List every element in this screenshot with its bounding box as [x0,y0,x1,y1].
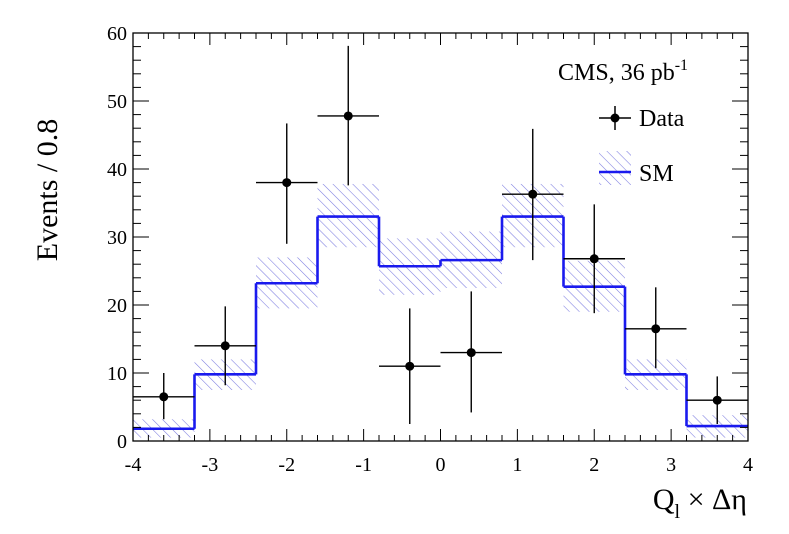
x-tick-label: -1 [355,454,372,476]
data-point-4 [405,361,415,371]
y-tick-labels: 0 10 20 30 40 50 60 [107,23,127,453]
plot-area [133,45,748,438]
x-tick-label: 0 [436,454,446,476]
data-point-5 [466,348,476,358]
x-tick-label: 1 [512,454,522,476]
x-tick-label: -4 [125,454,142,476]
data-point-1 [220,341,230,351]
legend-sm-hatch [599,151,631,185]
legend-data-label: Data [639,106,685,132]
data-point-3 [343,111,353,121]
data-point-6 [528,189,538,199]
data-point-9 [712,395,722,405]
legend-sm-label: SM [639,161,674,187]
data-point-0 [159,392,169,402]
data-point-2 [282,178,292,188]
data-points [133,45,748,424]
x-tick-label: 3 [666,454,676,476]
legend-entry-sm: SM [599,151,674,187]
y-tick-label: 60 [107,23,127,45]
axis-ticks [132,32,749,442]
legend: Data SM [599,106,685,187]
x-tick-label: 2 [589,454,599,476]
y-axis-label: Events / 0.8 [31,119,64,262]
data-point-8 [651,324,661,334]
y-tick-label: 30 [107,227,127,249]
legend-data-marker-dot [610,113,620,123]
legend-entry-data: Data [599,106,685,132]
x-tick-label: -2 [278,454,295,476]
x-tick-label: 4 [743,454,753,476]
x-axis-label-rest: × Δη [680,483,747,516]
y-tick-label: 10 [107,363,127,385]
cms-annotation-text: CMS, 36 pb [558,60,675,86]
y-tick-label: 20 [107,295,127,317]
x-tick-label: -3 [202,454,219,476]
y-tick-label: 0 [117,431,127,453]
x-axis-label-base: Q [653,483,675,516]
data-point-7 [589,254,599,264]
x-tick-labels: -4 -3 -2 -1 0 1 2 3 4 [125,454,753,476]
x-axis-label-sub: l [675,501,681,523]
cms-annotation-sup: -1 [675,57,688,74]
y-tick-label: 40 [107,159,127,181]
x-axis-label: Ql × Δη [653,483,747,523]
cms-annotation: CMS, 36 pb-1 [558,57,688,86]
y-tick-label: 50 [107,91,127,113]
